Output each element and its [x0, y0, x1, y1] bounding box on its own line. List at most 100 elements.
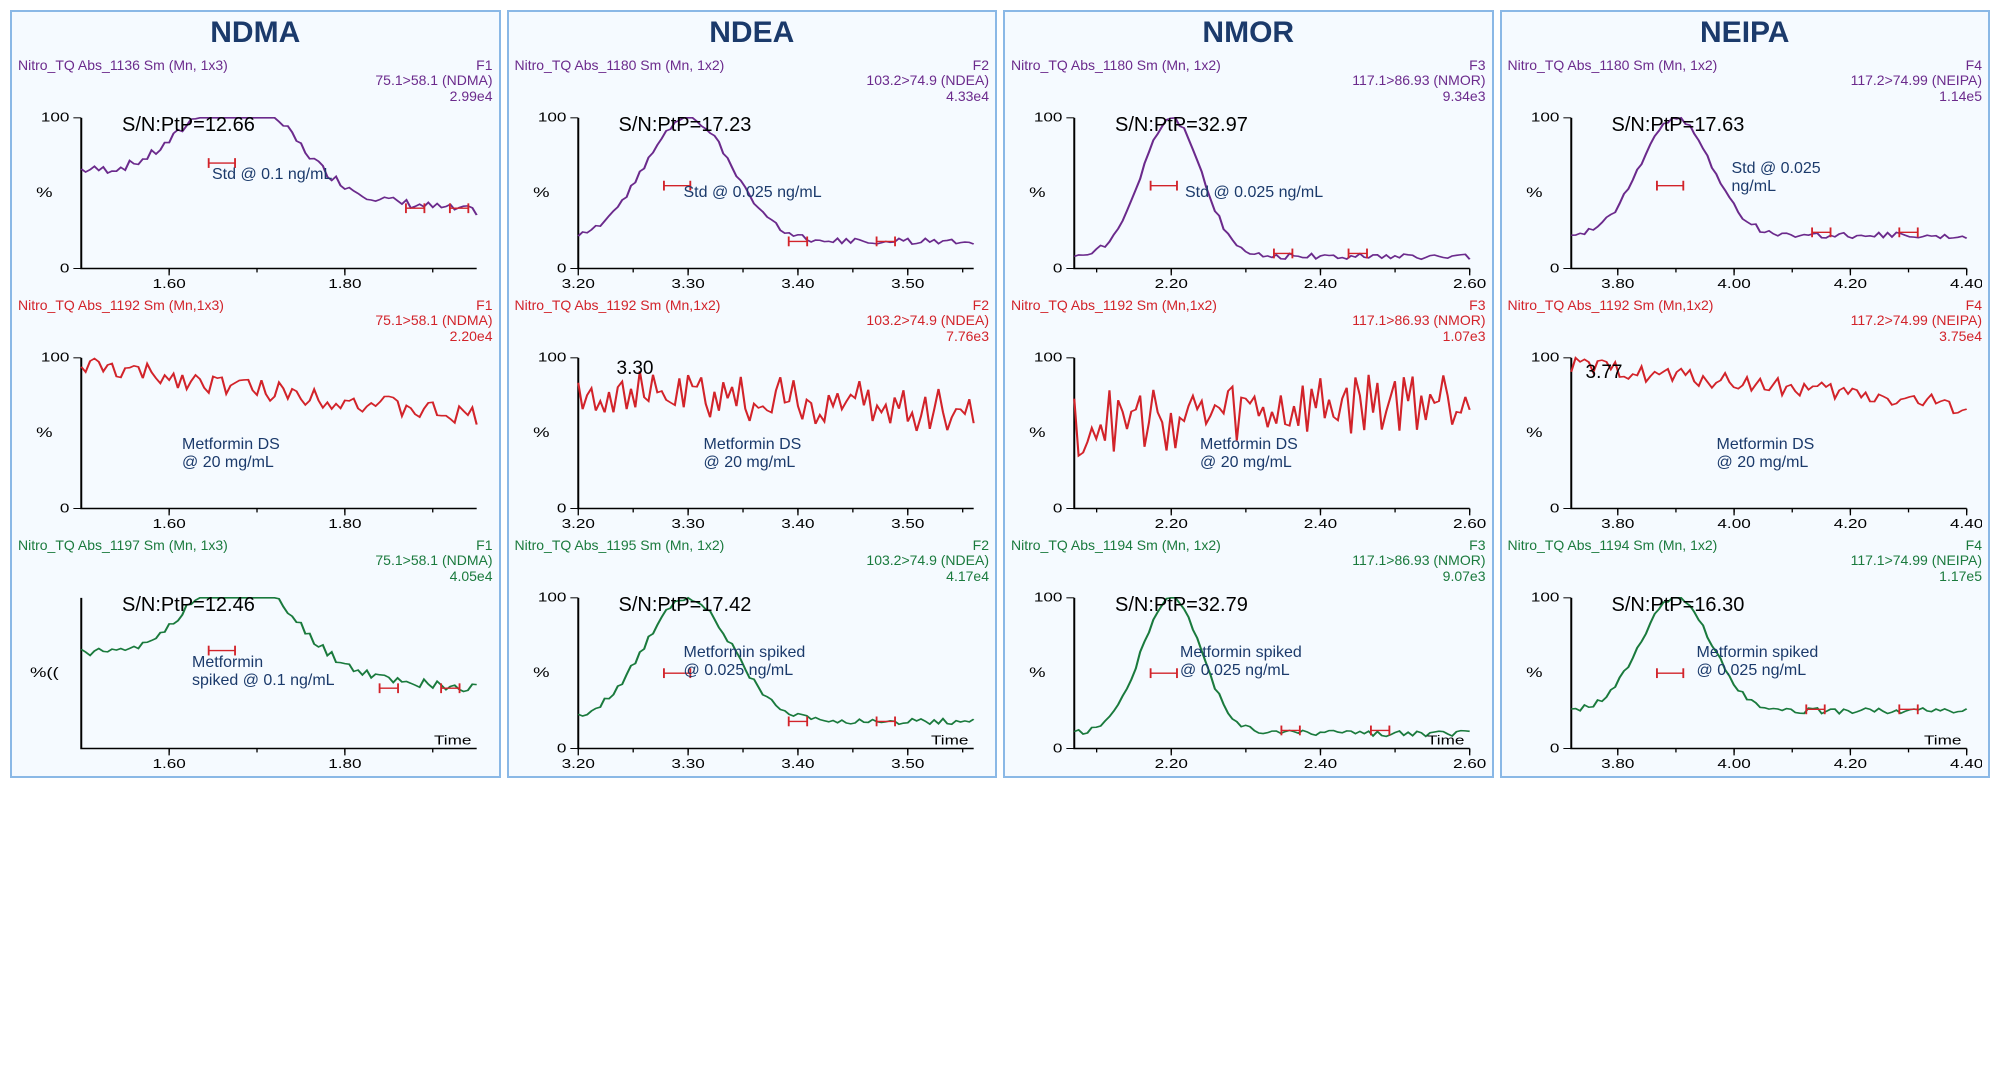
svg-text:1.80: 1.80 [328, 517, 361, 531]
meta-file: Nitro_TQ Abs_1192 Sm (Mn,1x2) [515, 298, 721, 313]
svg-text:100: 100 [1530, 591, 1559, 605]
svg-text:3.20: 3.20 [561, 757, 594, 771]
meta-function: F2 [973, 538, 989, 553]
meta-intensity: 1.17e5 [1508, 569, 1983, 584]
svg-text:100: 100 [1034, 591, 1063, 605]
svg-text:4.40: 4.40 [1950, 277, 1982, 291]
meta-transition: 75.1>58.1 (NDMA) [18, 313, 493, 328]
snr-label: S/N:PtP=12.66 [122, 114, 255, 137]
sample-annotation: Std @ 0.025ng/mL [1732, 160, 1821, 197]
column-title: NDEA [509, 12, 996, 56]
chromatogram-meta: Nitro_TQ Abs_1194 Sm (Mn, 1x2)F4117.1>74… [1508, 538, 1983, 584]
meta-transition: 103.2>74.9 (NDEA) [515, 73, 990, 88]
svg-text:%: % [1029, 185, 1045, 200]
svg-text:100: 100 [1530, 351, 1559, 365]
meta-intensity: 2.99e4 [18, 89, 493, 104]
svg-text:4.00: 4.00 [1717, 757, 1750, 771]
svg-text:3.80: 3.80 [1601, 277, 1634, 291]
cell-1-0: Nitro_TQ Abs_1180 Sm (Mn, 1x2)F2103.2>74… [509, 56, 996, 296]
snr-label: S/N:PtP=17.23 [619, 114, 752, 137]
svg-text:4.20: 4.20 [1833, 757, 1866, 771]
chromatogram-meta: Nitro_TQ Abs_1192 Sm (Mn,1x2)F3117.1>86.… [1011, 298, 1486, 344]
meta-file: Nitro_TQ Abs_1180 Sm (Mn, 1x2) [1508, 58, 1718, 73]
meta-transition: 117.2>74.99 (NEIPA) [1508, 313, 1983, 328]
svg-text:%: % [36, 185, 52, 200]
svg-text:100: 100 [41, 111, 70, 125]
svg-text:3.30: 3.30 [671, 517, 704, 531]
svg-text:0: 0 [1053, 741, 1063, 755]
svg-text:0: 0 [556, 261, 566, 275]
cell-2-0: Nitro_TQ Abs_1180 Sm (Mn, 1x2)F3117.1>86… [1005, 56, 1492, 296]
svg-text:Time: Time [1427, 734, 1464, 748]
svg-text:3.30: 3.30 [671, 757, 704, 771]
svg-text:3.50: 3.50 [891, 277, 924, 291]
svg-text:0: 0 [1549, 741, 1559, 755]
column-ndea: NDEA Nitro_TQ Abs_1180 Sm (Mn, 1x2)F2103… [507, 10, 998, 778]
column-ndma: NDMA Nitro_TQ Abs_1136 Sm (Mn, 1x3)F175.… [10, 10, 501, 778]
sample-annotation: Metformin DS@ 20 mg/mL [1200, 436, 1298, 473]
svg-text:100: 100 [1034, 351, 1063, 365]
meta-function: F4 [1966, 298, 1982, 313]
svg-text:2.60: 2.60 [1453, 757, 1485, 771]
chromatogram-meta: Nitro_TQ Abs_1195 Sm (Mn, 1x2)F2103.2>74… [515, 538, 990, 584]
svg-text:2.60: 2.60 [1453, 277, 1485, 291]
meta-intensity: 9.07e3 [1011, 569, 1486, 584]
chromatogram-plot: 0100%3.804.004.204.40Time [1508, 590, 1983, 772]
meta-intensity: 2.20e4 [18, 329, 493, 344]
svg-text:100: 100 [41, 351, 70, 365]
meta-function: F3 [1469, 538, 1485, 553]
svg-text:0: 0 [60, 501, 70, 515]
meta-intensity: 4.33e4 [515, 89, 990, 104]
chromatogram-meta: Nitro_TQ Abs_1180 Sm (Mn, 1x2)F4117.2>74… [1508, 58, 1983, 104]
column-title: NEIPA [1502, 12, 1989, 56]
meta-transition: 117.1>86.93 (NMOR) [1011, 313, 1486, 328]
svg-text:Time: Time [1923, 734, 1960, 748]
snr-label: S/N:PtP=32.97 [1115, 114, 1248, 137]
svg-text:3.40: 3.40 [781, 517, 814, 531]
svg-text:1.80: 1.80 [328, 757, 361, 771]
svg-text:4.20: 4.20 [1833, 517, 1866, 531]
svg-text:3.40: 3.40 [781, 757, 814, 771]
meta-file: Nitro_TQ Abs_1180 Sm (Mn, 1x2) [1011, 58, 1221, 73]
meta-function: F3 [1469, 58, 1485, 73]
meta-transition: 117.1>86.93 (NMOR) [1011, 553, 1486, 568]
meta-intensity: 4.17e4 [515, 569, 990, 584]
cell-3-2: Nitro_TQ Abs_1194 Sm (Mn, 1x2)F4117.1>74… [1502, 536, 1989, 776]
svg-text:4.00: 4.00 [1717, 517, 1750, 531]
chromatogram-meta: Nitro_TQ Abs_1136 Sm (Mn, 1x3)F175.1>58.… [18, 58, 493, 104]
meta-function: F2 [973, 58, 989, 73]
cell-1-2: Nitro_TQ Abs_1195 Sm (Mn, 1x2)F2103.2>74… [509, 536, 996, 776]
meta-function: F1 [476, 298, 492, 313]
svg-text:%((: %(( [30, 665, 59, 680]
svg-text:%: % [1029, 425, 1045, 440]
chromatogram-plot: 0100%3.804.004.204.40 [1508, 110, 1983, 292]
svg-text:0: 0 [1549, 501, 1559, 515]
meta-intensity: 4.05e4 [18, 569, 493, 584]
svg-text:%: % [1029, 665, 1045, 680]
chart-grid: NDMA Nitro_TQ Abs_1136 Sm (Mn, 1x3)F175.… [10, 10, 1990, 778]
svg-text:3.50: 3.50 [891, 517, 924, 531]
meta-file: Nitro_TQ Abs_1192 Sm (Mn,1x2) [1011, 298, 1217, 313]
svg-text:0: 0 [556, 501, 566, 515]
cell-0-1: Nitro_TQ Abs_1192 Sm (Mn,1x3)F175.1>58.1… [12, 296, 499, 536]
chromatogram-meta: Nitro_TQ Abs_1180 Sm (Mn, 1x2)F3117.1>86… [1011, 58, 1486, 104]
cell-2-2: Nitro_TQ Abs_1194 Sm (Mn, 1x2)F3117.1>86… [1005, 536, 1492, 776]
svg-text:2.20: 2.20 [1155, 277, 1188, 291]
svg-text:3.40: 3.40 [781, 277, 814, 291]
snr-label: S/N:PtP=12.46 [122, 594, 255, 617]
svg-text:%: % [533, 425, 549, 440]
svg-text:%: % [1526, 425, 1542, 440]
svg-text:0: 0 [1549, 261, 1559, 275]
meta-intensity: 9.34e3 [1011, 89, 1486, 104]
svg-text:100: 100 [537, 351, 566, 365]
sample-annotation: Metforminspiked @ 0.1 ng/mL [192, 654, 335, 691]
meta-intensity: 7.76e3 [515, 329, 990, 344]
svg-text:3.50: 3.50 [891, 757, 924, 771]
snr-label: S/N:PtP=16.30 [1612, 594, 1745, 617]
svg-text:Time: Time [930, 734, 967, 748]
svg-text:3.80: 3.80 [1601, 757, 1634, 771]
meta-transition: 75.1>58.1 (NDMA) [18, 73, 493, 88]
chromatogram-meta: Nitro_TQ Abs_1192 Sm (Mn,1x2)F4117.2>74.… [1508, 298, 1983, 344]
svg-text:3.20: 3.20 [561, 517, 594, 531]
meta-file: Nitro_TQ Abs_1197 Sm (Mn, 1x3) [18, 538, 228, 553]
